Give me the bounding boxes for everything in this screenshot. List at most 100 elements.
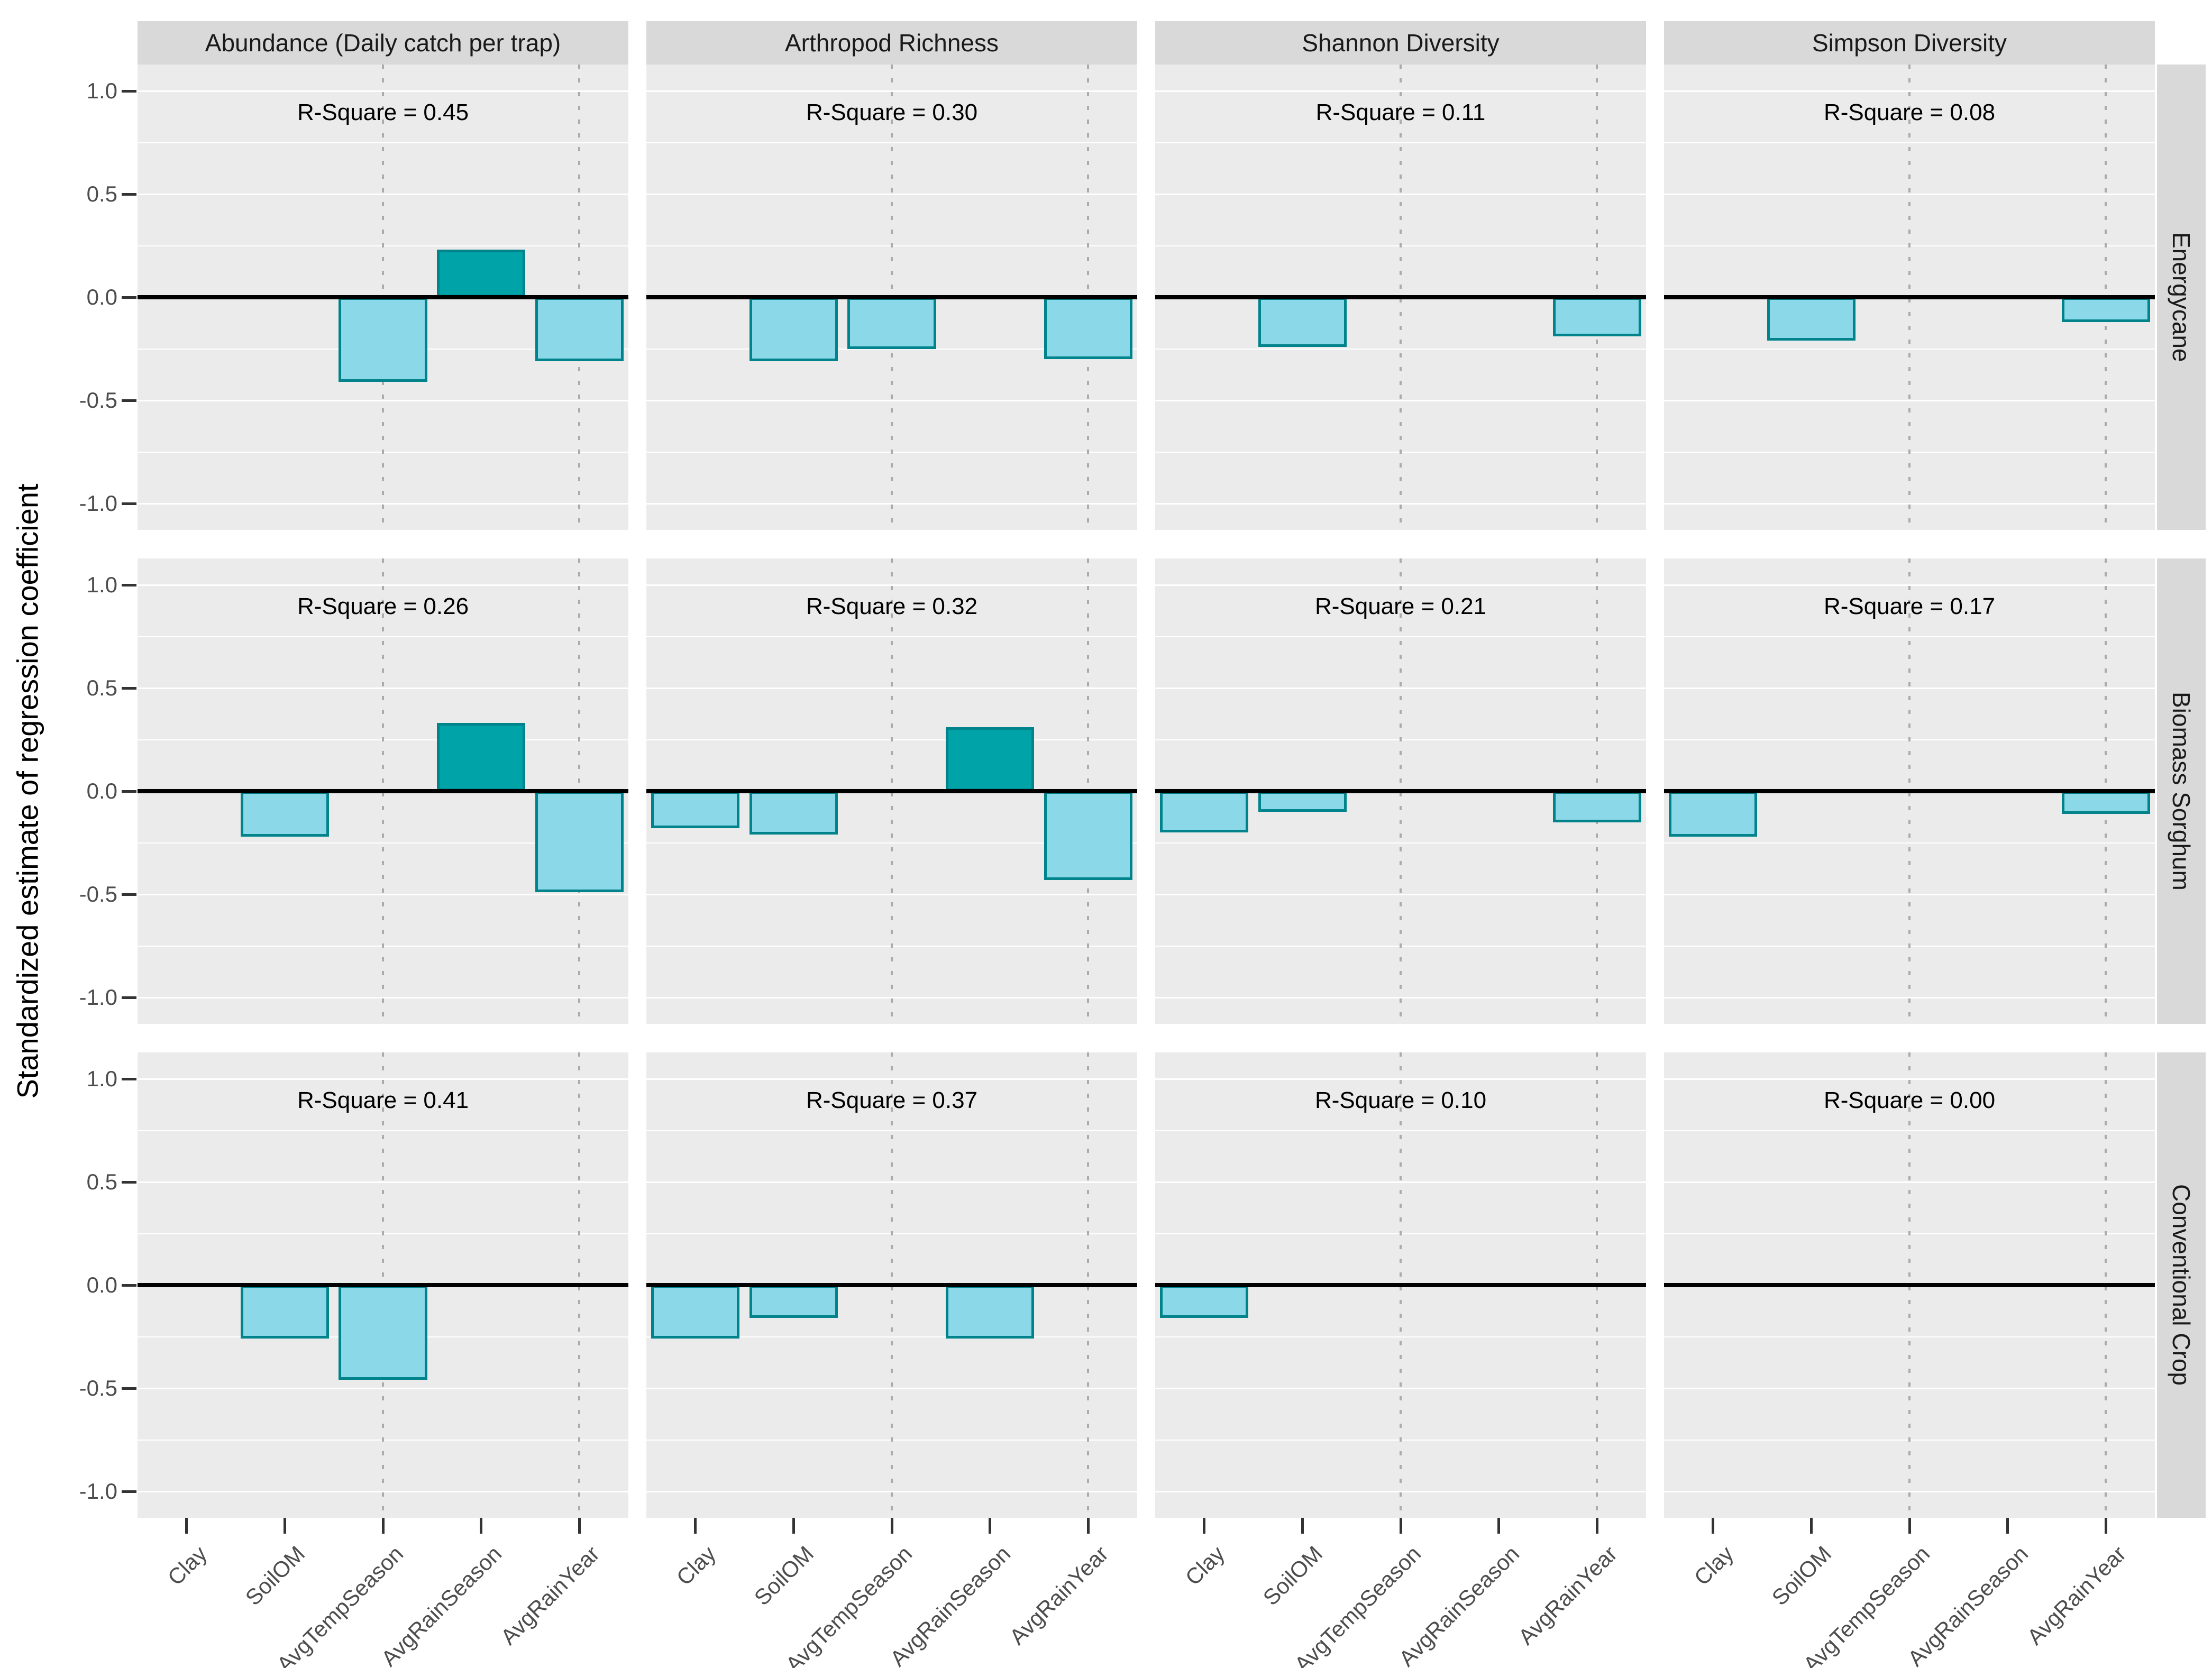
- row-strip-label: Energycane: [2168, 232, 2195, 362]
- zero-line: [646, 1283, 1137, 1287]
- zero-line: [1664, 295, 2155, 299]
- y-tick-label: -0.5: [79, 1376, 117, 1400]
- r-square-label: R-Square = 0.21: [1314, 593, 1487, 619]
- y-tick-label: -1.0: [79, 491, 117, 516]
- bar-negative: [339, 297, 427, 382]
- bar-positive: [437, 723, 526, 791]
- y-tick-label: 0.0: [86, 1272, 117, 1297]
- y-axis-tick: [122, 686, 136, 690]
- y-axis-tick: [122, 89, 136, 93]
- r-square-label: R-Square = 0.41: [297, 1087, 469, 1113]
- column-strip-label: Arthropod Richness: [785, 29, 999, 57]
- x-axis-tick: [2104, 1518, 2107, 1534]
- bar-negative: [240, 1285, 329, 1339]
- x-axis-tick: [1712, 1518, 1715, 1534]
- column-strip: Arthropod Richness: [646, 21, 1137, 65]
- x-axis-tick: [1086, 1518, 1090, 1534]
- y-axis-tick: [122, 893, 136, 896]
- zero-line: [1155, 1283, 1646, 1287]
- x-axis-tick: [578, 1518, 581, 1534]
- y-tick-label: 0.5: [86, 181, 117, 206]
- x-tick-label: AvgRainYear: [1513, 1541, 1622, 1649]
- y-tick-label: 0.5: [86, 675, 117, 700]
- x-axis-tick: [694, 1518, 697, 1534]
- zero-line: [138, 295, 628, 299]
- zero-line: [138, 789, 628, 793]
- bar-negative: [1160, 1285, 1249, 1318]
- x-tick-label: Clay: [1180, 1541, 1230, 1590]
- bar-negative: [651, 1285, 740, 1339]
- facet-panel: R-Square = 0.11: [1155, 65, 1646, 530]
- y-axis-tick: [122, 996, 136, 999]
- x-axis-tick: [1809, 1518, 1813, 1534]
- r-square-label: R-Square = 0.26: [297, 593, 469, 619]
- r-square-label: R-Square = 0.08: [1823, 99, 1996, 125]
- x-axis-tick: [1497, 1518, 1501, 1534]
- x-axis-tick: [1301, 1518, 1304, 1534]
- bar-negative: [749, 791, 838, 835]
- x-tick-label: SoilOM: [241, 1541, 310, 1610]
- x-axis-tick: [1399, 1518, 1402, 1534]
- facet-panel: R-Square = 0.00: [1664, 1052, 2155, 1518]
- x-axis-tick: [381, 1518, 385, 1534]
- bar-negative: [2061, 791, 2150, 814]
- r-square-label: R-Square = 0.00: [1823, 1087, 1996, 1113]
- bar-negative: [1552, 297, 1641, 337]
- bar-negative: [1044, 297, 1132, 359]
- r-square-label: R-Square = 0.30: [806, 99, 978, 125]
- bar-negative: [339, 1285, 427, 1380]
- x-tick-label: SoilOM: [1258, 1541, 1328, 1610]
- r-square-label: R-Square = 0.17: [1823, 593, 1996, 619]
- y-axis-tick: [122, 1180, 136, 1184]
- facet-panel: R-Square = 0.17: [1664, 558, 2155, 1024]
- x-axis-tick: [792, 1518, 795, 1534]
- y-tick-label: 0.5: [86, 1169, 117, 1194]
- zero-line: [646, 295, 1137, 299]
- x-tick-label: AvgRainYear: [1004, 1541, 1113, 1649]
- zero-line: [1664, 1283, 2155, 1287]
- facet-panel: R-Square = 0.08: [1664, 65, 2155, 530]
- facet-panel: R-Square = 0.30: [646, 65, 1137, 530]
- bar-negative: [749, 1285, 838, 1318]
- x-tick-label: Clay: [1689, 1541, 1739, 1590]
- y-axis-tick: [122, 790, 136, 793]
- bar-negative: [240, 791, 329, 837]
- y-axis-tick: [122, 502, 136, 505]
- bar-negative: [946, 1285, 1035, 1339]
- r-square-label: R-Square = 0.32: [806, 593, 978, 619]
- row-strip: Biomass Sorghum: [2157, 558, 2206, 1024]
- y-tick-label: 1.0: [86, 78, 117, 103]
- bar-negative: [1767, 297, 1855, 341]
- y-tick-label: 1.0: [86, 572, 117, 597]
- x-axis-tick: [1595, 1518, 1598, 1534]
- bar-negative: [1669, 791, 1758, 837]
- x-axis-tick: [1908, 1518, 1911, 1534]
- column-strip: Simpson Diversity: [1664, 21, 2155, 65]
- x-axis-tick: [480, 1518, 483, 1534]
- bar-positive: [437, 250, 526, 297]
- row-strip-label: Biomass Sorghum: [2168, 692, 2195, 891]
- x-axis-tick: [2006, 1518, 2009, 1534]
- x-axis-tick: [283, 1518, 286, 1534]
- y-axis-tick: [122, 399, 136, 402]
- facet-panel: R-Square = 0.32: [646, 558, 1137, 1024]
- x-tick-label: SoilOM: [749, 1541, 819, 1610]
- x-tick-label: SoilOM: [1767, 1541, 1836, 1610]
- facet-panel: R-Square = 0.26: [138, 558, 628, 1024]
- facet-panel: R-Square = 0.10: [1155, 1052, 1646, 1518]
- x-axis-tick: [989, 1518, 992, 1534]
- bar-positive: [946, 727, 1035, 791]
- row-strip-label: Conventional Crop: [2168, 1184, 2195, 1386]
- x-tick-label: Clay: [671, 1541, 721, 1590]
- bar-negative: [1258, 791, 1347, 812]
- bar-negative: [749, 297, 838, 361]
- column-strip-label: Shannon Diversity: [1302, 29, 1500, 57]
- x-tick-label: AvgRainYear: [2022, 1541, 2131, 1649]
- y-axis-tick: [122, 1387, 136, 1390]
- bar-negative: [1160, 791, 1249, 832]
- bar-negative: [847, 297, 936, 349]
- column-strip: Shannon Diversity: [1155, 21, 1646, 65]
- r-square-label: R-Square = 0.45: [297, 99, 469, 125]
- column-strip: Abundance (Daily catch per trap): [138, 21, 628, 65]
